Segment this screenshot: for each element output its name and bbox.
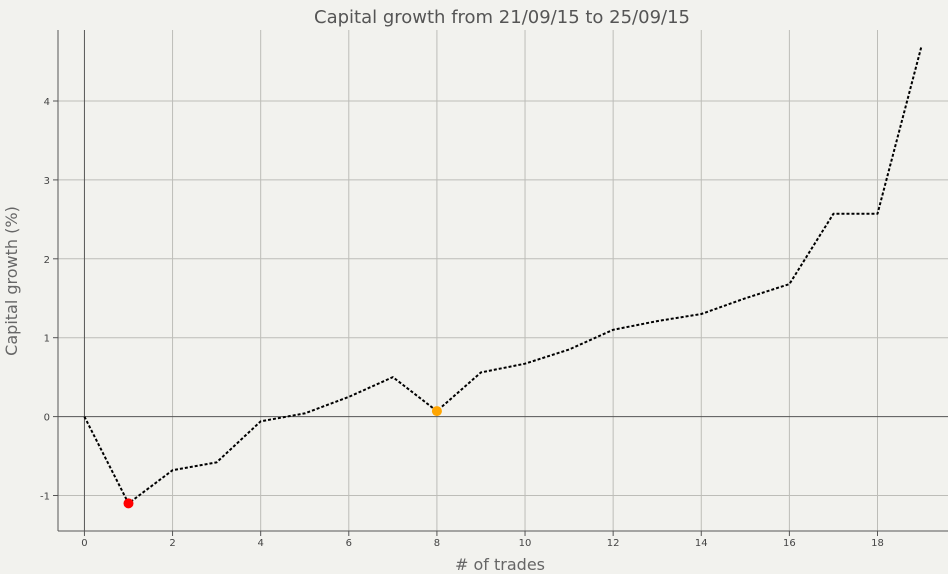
series-line [83,45,923,505]
x-axis-label: # of trades [455,555,545,574]
x-tick-label: 14 [695,538,708,549]
y-tick-label: 2 [44,255,50,266]
x-tick-label: 0 [81,538,87,549]
y-tick-label: 0 [44,413,50,424]
grid-lines [58,30,948,531]
x-tick-label: 16 [783,538,796,549]
y-tick-label: 3 [44,176,50,187]
y-tick-label: 1 [44,334,50,345]
markers [123,406,442,509]
x-tick-label: 6 [346,538,352,549]
data-point-marker [431,406,442,417]
x-tick-label: 8 [434,538,440,549]
x-tick-label: 10 [519,538,532,549]
y-axis-label: Capital growth (%) [2,206,21,356]
chart-title: Capital growth from 21/09/15 to 25/09/15 [314,7,690,28]
y-tick-label: 4 [44,97,50,108]
x-tick-label: 12 [607,538,620,549]
x-tick-label: 4 [257,538,263,549]
series-lines [83,45,923,505]
x-tick-label: 2 [169,538,175,549]
y-tick-label: -1 [40,491,50,502]
data-point-marker [123,498,134,509]
axes [53,30,948,536]
x-tick-label: 18 [871,538,884,549]
